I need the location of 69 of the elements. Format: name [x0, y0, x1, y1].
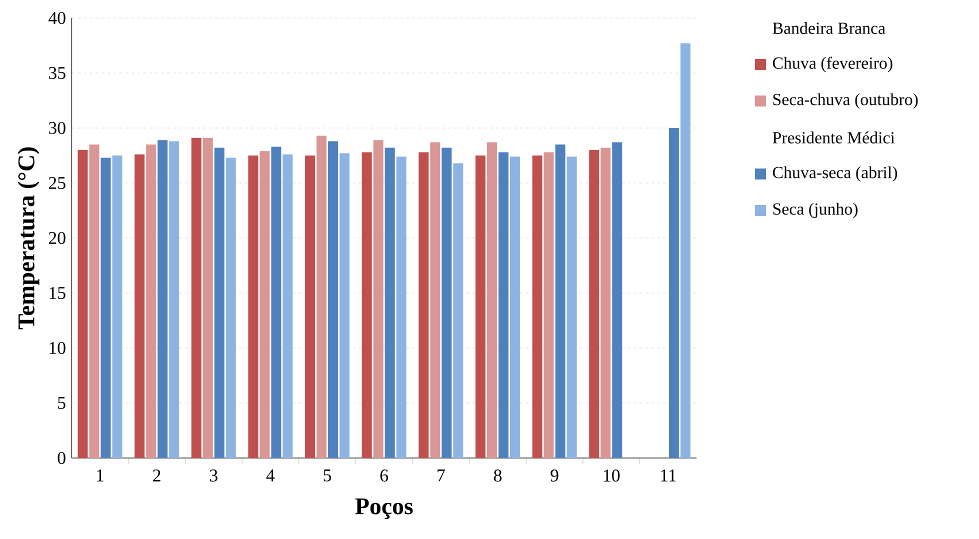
text: Presidente Médici [772, 132, 895, 144]
bar [566, 156, 577, 458]
x-axis-title: Poços [355, 498, 413, 520]
bar [418, 152, 429, 458]
bar [384, 148, 395, 458]
x-tick-label: 5 [324, 470, 332, 482]
text: Bandeira Branca [772, 22, 886, 34]
bar [112, 156, 122, 458]
bar [328, 141, 338, 458]
bar [373, 140, 384, 458]
bar [486, 142, 497, 458]
bar [226, 158, 236, 458]
y-axis-title: Temperatura (°C) [18, 147, 40, 330]
x-tick-label: 6 [380, 470, 388, 482]
legend-label: Seca-chuva (outubro) [773, 93, 918, 109]
y-tick-label: 20 [48, 232, 66, 244]
bar [146, 144, 156, 458]
bar [600, 148, 611, 458]
x-tick-label: 11 [661, 470, 676, 482]
y-tick-label: 30 [48, 122, 66, 134]
bar [260, 151, 270, 458]
bar [532, 156, 542, 458]
x-tick-label: 2 [153, 470, 160, 482]
bar [430, 142, 440, 458]
y-tick-label: 5 [58, 397, 66, 409]
x-tick-label: 4 [266, 470, 275, 482]
bar [134, 154, 145, 458]
bar [680, 43, 690, 458]
bar [214, 148, 224, 458]
bar [396, 156, 406, 458]
y-tick-label: 25 [48, 176, 66, 190]
y-tick-label: 10 [50, 342, 66, 354]
legend-label: Seca (junho) [773, 202, 858, 218]
bar [589, 150, 600, 458]
y-tick-label: 35 [48, 66, 66, 80]
x-tick-label: 9 [550, 470, 558, 482]
x-tick-label: 1 [97, 470, 104, 482]
bar [442, 148, 452, 458]
bar [169, 141, 180, 458]
bar [510, 156, 520, 458]
bar [362, 152, 372, 458]
x-tick-label: 3 [210, 470, 218, 482]
y-tick-label: 15 [50, 286, 66, 300]
bar [340, 153, 350, 458]
bar [158, 140, 168, 458]
x-tick-label: 7 [438, 470, 445, 482]
bar [305, 156, 316, 458]
bar [544, 152, 554, 458]
bar [316, 136, 327, 458]
bar [498, 152, 508, 458]
x-tick-label: 8 [494, 470, 502, 482]
legend-label: Chuva (fevereiro) [772, 56, 892, 72]
bar [191, 138, 202, 458]
bar [89, 144, 100, 458]
bar [100, 158, 111, 458]
y-tick-label: 40 [48, 12, 66, 24]
x-tick-label: 10 [604, 470, 620, 482]
bar [668, 128, 679, 458]
bar [555, 144, 566, 458]
bar [78, 150, 88, 458]
legend-label: Chuva-seca (abril) [772, 166, 898, 182]
y-tick-label: 0 [58, 452, 66, 464]
bar [475, 156, 486, 458]
bar [282, 154, 293, 458]
bar [612, 142, 622, 458]
bar [453, 163, 464, 458]
bar [202, 138, 213, 458]
bar [271, 146, 282, 458]
bar [248, 156, 258, 458]
